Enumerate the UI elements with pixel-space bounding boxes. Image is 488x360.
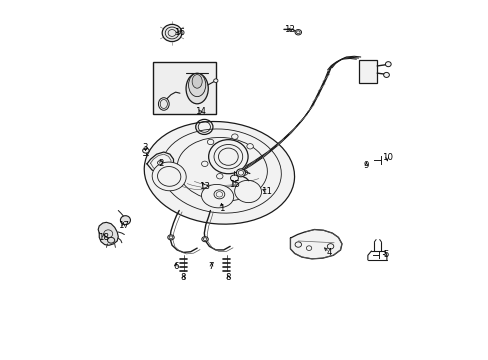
Text: 6: 6 xyxy=(173,262,178,271)
Ellipse shape xyxy=(167,235,174,240)
Ellipse shape xyxy=(236,169,245,177)
Ellipse shape xyxy=(208,140,247,174)
Ellipse shape xyxy=(294,30,301,35)
Text: 3: 3 xyxy=(142,143,148,152)
Polygon shape xyxy=(98,222,118,245)
Text: 4: 4 xyxy=(325,248,331,257)
Text: 1: 1 xyxy=(218,204,224,213)
FancyBboxPatch shape xyxy=(153,62,215,114)
Ellipse shape xyxy=(201,161,207,166)
Ellipse shape xyxy=(241,170,247,175)
Text: 11: 11 xyxy=(261,187,272,196)
Text: 16: 16 xyxy=(173,28,184,37)
Ellipse shape xyxy=(326,244,333,249)
Text: 12: 12 xyxy=(284,25,295,34)
Ellipse shape xyxy=(158,98,169,110)
Ellipse shape xyxy=(214,190,224,199)
Polygon shape xyxy=(147,152,173,174)
Ellipse shape xyxy=(107,237,115,243)
Ellipse shape xyxy=(385,62,390,67)
Text: 13: 13 xyxy=(199,182,209,191)
Ellipse shape xyxy=(192,75,202,88)
Ellipse shape xyxy=(201,184,233,208)
Text: 14: 14 xyxy=(195,107,206,116)
Ellipse shape xyxy=(231,134,238,139)
Ellipse shape xyxy=(144,121,294,224)
Ellipse shape xyxy=(157,161,163,165)
Ellipse shape xyxy=(152,162,186,191)
Text: 5: 5 xyxy=(383,250,388,259)
Ellipse shape xyxy=(188,73,205,96)
Ellipse shape xyxy=(213,79,218,82)
Text: 7: 7 xyxy=(208,262,214,271)
Ellipse shape xyxy=(162,24,182,41)
FancyBboxPatch shape xyxy=(358,60,376,83)
Text: 15: 15 xyxy=(228,180,240,189)
Ellipse shape xyxy=(185,73,208,104)
Text: 18: 18 xyxy=(98,233,109,242)
Text: 8: 8 xyxy=(225,273,231,282)
Ellipse shape xyxy=(383,72,388,77)
Ellipse shape xyxy=(120,216,130,225)
Ellipse shape xyxy=(142,148,149,153)
Text: 2: 2 xyxy=(158,159,163,168)
Ellipse shape xyxy=(207,139,213,145)
Ellipse shape xyxy=(230,175,238,181)
Text: 10: 10 xyxy=(381,153,392,162)
Ellipse shape xyxy=(202,237,208,242)
Ellipse shape xyxy=(234,180,261,203)
Ellipse shape xyxy=(246,144,253,149)
Ellipse shape xyxy=(216,174,223,179)
Ellipse shape xyxy=(294,242,301,247)
Text: 9: 9 xyxy=(363,161,368,170)
Text: 8: 8 xyxy=(181,273,186,282)
Text: 17: 17 xyxy=(118,221,128,230)
Polygon shape xyxy=(290,229,341,259)
